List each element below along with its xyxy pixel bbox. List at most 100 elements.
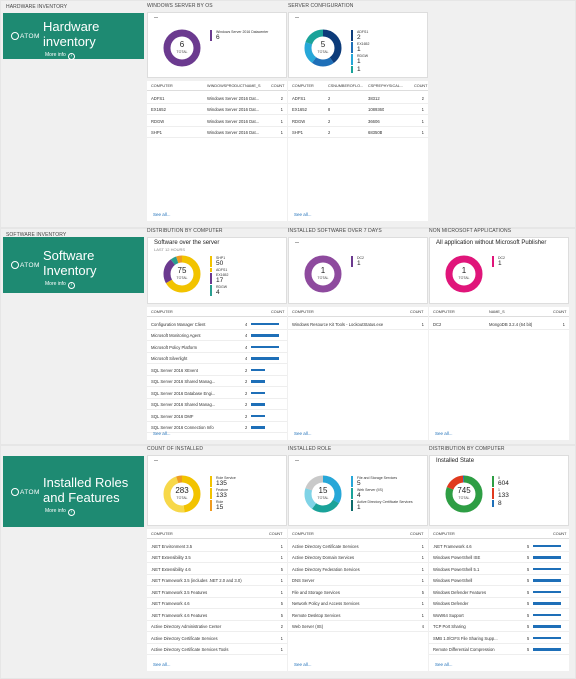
- legend-item[interactable]: ADFS1: [210, 267, 228, 272]
- table-row[interactable]: ADFS1 2 38312 2: [288, 92, 428, 104]
- donut-card[interactable]: Software over the server LAST 12 HOURS 75 T…: [147, 237, 287, 304]
- table-row[interactable]: SQL Server 2016 Database Engi... 2: [147, 387, 287, 399]
- table-row[interactable]: SMB 1.0/CIFS File Sharing Supp... 5: [429, 632, 569, 644]
- legend-item[interactable]: RDGW 4: [210, 284, 228, 296]
- table-row[interactable]: Active Directory Federation Services 1: [288, 563, 428, 575]
- donut-segment[interactable]: [163, 29, 201, 67]
- more-info-link[interactable]: More info ›: [45, 508, 75, 516]
- column-header[interactable]: COMPUTER: [433, 532, 455, 536]
- table-row[interactable]: Microsoft Silverlight 4: [147, 353, 287, 364]
- table-row[interactable]: EX1652 8 1089360 1: [288, 104, 428, 115]
- legend-item[interactable]: File and Storage Services 5: [351, 475, 413, 487]
- table-row[interactable]: Remote Differential Compression 5: [429, 644, 569, 655]
- donut-chart[interactable]: 15 TOTAL: [303, 474, 343, 514]
- table-row[interactable]: .NET Framework 3.5 Features 1: [147, 586, 287, 598]
- column-header[interactable]: COMPUTER: [433, 310, 455, 314]
- donut-segment[interactable]: [304, 475, 342, 512]
- table-row[interactable]: Active Directory Certificate Services 1: [147, 632, 287, 644]
- summary-tile[interactable]: ATOM Software Inventory More info ›: [3, 237, 144, 293]
- table-row[interactable]: SQL Server 2016 Shared Manag... 2: [147, 399, 287, 410]
- legend-item[interactable]: Feature 133: [210, 487, 236, 499]
- donut-card[interactable]: -- 6 TOTAL Windows Server 2016 Datacenter 6: [147, 12, 287, 78]
- see-all-link[interactable]: See all...: [153, 431, 171, 436]
- column-header[interactable]: COMPUTER: [151, 532, 173, 536]
- table-row[interactable]: Windows PowerShell ISE 5: [429, 552, 569, 563]
- table-row[interactable]: Active Directory Certificate Services 1: [288, 540, 428, 552]
- table-row[interactable]: .NET Extensibility 3.5 1: [147, 552, 287, 563]
- table-row[interactable]: .NET Framework 4.6 Features 5: [147, 609, 287, 621]
- legend-item[interactable]: SHP1 50: [210, 255, 228, 267]
- legend-item[interactable]: RDGW 1: [351, 54, 369, 65]
- donut-segment[interactable]: [304, 29, 342, 67]
- summary-tile[interactable]: ATOM Installed Roles and Features More info…: [3, 456, 144, 527]
- table-row[interactable]: .NET Framework 3.5 (includes .NET 2.0 an…: [147, 575, 287, 586]
- column-header[interactable]: COUNT: [553, 310, 567, 314]
- table-row[interactable]: Remote Desktop Services 1: [288, 609, 428, 621]
- legend-item[interactable]: 0 604: [492, 475, 509, 487]
- column-header[interactable]: COUNT: [553, 532, 567, 536]
- table-row[interactable]: SHP1 2 68350B 1: [288, 127, 428, 138]
- table-row[interactable]: TCP Port Sharing 5: [429, 621, 569, 632]
- legend-item[interactable]: EX1652 17: [210, 272, 228, 284]
- table-row[interactable]: SQL Server 2016 XEvent 2: [147, 364, 287, 376]
- donut-segment[interactable]: [304, 475, 342, 512]
- donut-card[interactable]: Installed State 745 TOTAL 0 604 1 133 8: [429, 455, 569, 526]
- donut-segment[interactable]: [163, 475, 201, 512]
- column-header[interactable]: COUNT: [269, 532, 283, 536]
- table-row[interactable]: SQL Server 2016 Connection Info 2: [147, 422, 287, 433]
- legend-item[interactable]: DC2 1: [492, 255, 505, 267]
- donut-segment[interactable]: [163, 255, 201, 292]
- table-row[interactable]: SQL Server 2016 Shared Manag... 2: [147, 376, 287, 387]
- donut-segment[interactable]: [304, 29, 342, 67]
- column-header[interactable]: COMPUTER: [292, 532, 314, 536]
- legend-item[interactable]: 1: [351, 66, 369, 73]
- legend-item[interactable]: 8: [492, 499, 509, 507]
- donut-card[interactable]: -- 1 TOTAL DC2 1: [288, 237, 428, 304]
- donut-segment[interactable]: [304, 29, 342, 67]
- see-all-link[interactable]: See all...: [153, 662, 171, 667]
- table-row[interactable]: Windows Defender Features 5: [429, 586, 569, 598]
- see-all-link[interactable]: See all...: [294, 431, 312, 436]
- table-row[interactable]: Web Server (IIS) 4: [288, 621, 428, 632]
- column-header[interactable]: COMPUTER: [292, 84, 314, 88]
- table-row[interactable]: Microsoft Monitoring Agent 4: [147, 330, 287, 341]
- donut-card[interactable]: All application without Microsoft Publis…: [429, 237, 569, 304]
- column-header[interactable]: NAME_S: [489, 310, 505, 314]
- legend-item[interactable]: Role Service 135: [210, 475, 236, 487]
- see-all-link[interactable]: See all...: [435, 662, 453, 667]
- donut-card[interactable]: -- 5 TOTAL ADFS1 2 EX1652 1 RDGW 1 1: [288, 12, 428, 78]
- donut-chart[interactable]: 745 TOTAL: [444, 474, 484, 514]
- legend-item[interactable]: 1 133: [492, 487, 509, 499]
- see-all-link[interactable]: See all...: [153, 212, 171, 217]
- table-row[interactable]: ADFS1 Windows Server 2016 Dat... 2: [147, 92, 287, 104]
- donut-segment[interactable]: [304, 255, 342, 292]
- table-row[interactable]: Windows Resource Kit Tools - LockoutStat…: [288, 318, 428, 330]
- table-row[interactable]: Windows PowerShell 5: [429, 575, 569, 586]
- table-row[interactable]: .NET Framework 4.6 5: [429, 540, 569, 552]
- column-header[interactable]: CSPREPHYSICAL...: [368, 84, 404, 88]
- table-row[interactable]: SQL Server 2016 DMF 2: [147, 410, 287, 422]
- legend-item[interactable]: Web Server (IIS) 4: [351, 487, 413, 499]
- donut-segment[interactable]: [445, 475, 483, 512]
- table-row[interactable]: Windows PowerShell 5.1 5: [429, 563, 569, 575]
- donut-segment[interactable]: [163, 475, 201, 512]
- legend-item[interactable]: Role 15: [210, 499, 236, 511]
- donut-segment[interactable]: [445, 255, 483, 292]
- summary-tile[interactable]: ATOM Hardware inventory More info ›: [3, 13, 144, 60]
- table-row[interactable]: Configuration Manager Client 4: [147, 318, 287, 330]
- donut-card[interactable]: -- 283 TOTAL Role Service 135 Feature 133 Role 1…: [147, 455, 287, 526]
- column-header[interactable]: COMPUTER: [292, 310, 314, 314]
- table-row[interactable]: .NET Extensibility 4.6 5: [147, 563, 287, 575]
- donut-segment[interactable]: [304, 475, 342, 512]
- table-row[interactable]: File and Storage Services 5: [288, 586, 428, 598]
- table-row[interactable]: Microsoft Policy Platform 4: [147, 341, 287, 353]
- donut-chart[interactable]: 6 TOTAL: [162, 28, 202, 68]
- column-header[interactable]: COMPUTER: [151, 310, 173, 314]
- see-all-link[interactable]: See all...: [294, 662, 312, 667]
- table-row[interactable]: WoW64 Support 5: [429, 609, 569, 621]
- table-row[interactable]: SHP1 Windows Server 2016 Dat... 1: [147, 127, 287, 138]
- column-header[interactable]: COUNT: [410, 310, 424, 314]
- table-row[interactable]: Windows Defender 5: [429, 598, 569, 609]
- column-header[interactable]: COMPUTER: [151, 84, 173, 88]
- table-row[interactable]: RDGW 2 36606 1: [288, 115, 428, 127]
